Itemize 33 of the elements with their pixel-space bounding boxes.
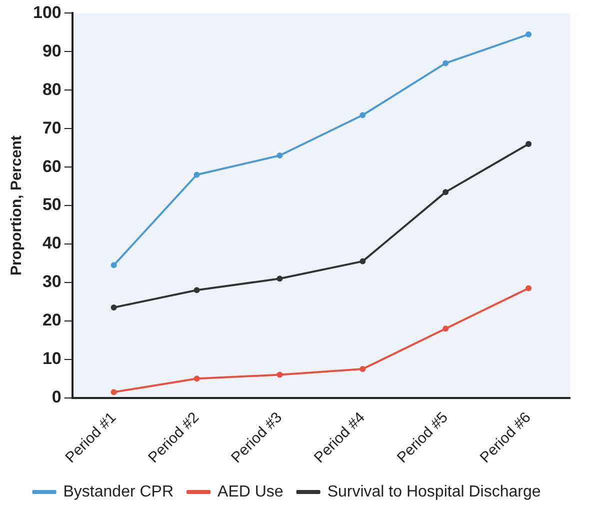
point [526,31,532,38]
point [526,285,532,292]
point [360,366,366,372]
y-tick-label: 40 [42,234,62,253]
point [276,276,283,282]
point [276,372,283,378]
y-tick-label: 80 [42,80,62,99]
point [194,287,200,294]
point [442,60,449,66]
point [360,258,366,264]
legend-label: AED Use [218,483,284,500]
point [194,172,200,178]
y-axis-title: Proportion, Percent [8,136,26,276]
y-tick-label: 90 [42,41,62,60]
point [360,112,366,118]
y-tick-label: 60 [42,156,62,176]
legend-label: Bystander CPR [63,483,174,500]
point [526,140,532,147]
y-tick-label: 50 [42,195,62,214]
point [110,304,117,310]
y-tick-label: 30 [42,272,62,292]
point [442,326,449,332]
y-tick-label: 10 [42,349,62,368]
point [110,389,117,396]
point [110,262,117,268]
point [276,152,283,159]
y-tick-label: 100 [32,2,62,22]
point [194,376,200,382]
legend-label: Survival to Hospital Discharge [327,483,541,500]
point [442,189,449,196]
y-tick-label: 70 [42,118,62,138]
y-tick-label: 0 [52,388,62,407]
y-tick-label: 20 [42,310,62,330]
